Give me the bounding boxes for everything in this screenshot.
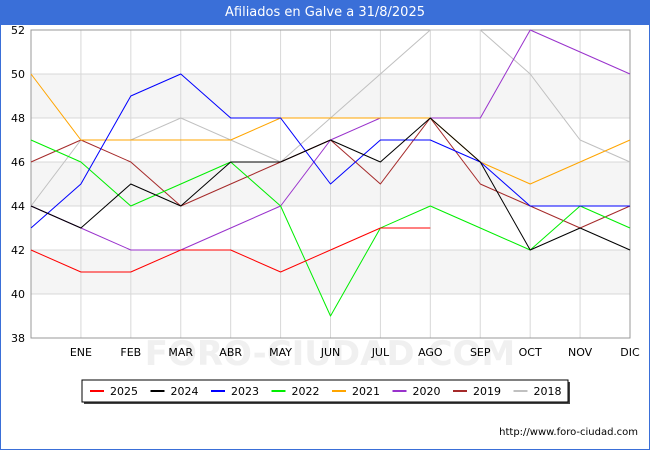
legend-label-2025: 2025	[110, 385, 138, 398]
legend-label-2019: 2019	[473, 385, 501, 398]
legend-label-2021: 2021	[352, 385, 380, 398]
y-tick-label: 40	[11, 288, 25, 301]
y-tick-label: 50	[11, 68, 25, 81]
x-tick-label: AGO	[418, 346, 443, 359]
plot-border	[30, 29, 631, 339]
series-line-2024	[30, 117, 631, 251]
x-tick-label: ABR	[219, 346, 242, 359]
y-tick-label: 52	[11, 24, 25, 37]
legend-label-2023: 2023	[231, 385, 259, 398]
x-tick-label: JUL	[371, 346, 390, 359]
series-line-2023	[30, 73, 630, 229]
legend-label-2024: 2024	[171, 385, 199, 398]
x-tick-label: NOV	[568, 346, 593, 359]
chart-title: Afiliados en Galve a 31/8/2025	[0, 0, 650, 25]
legend-box	[81, 379, 569, 403]
x-tick-label: DIC	[620, 346, 640, 359]
legend-label-2018: 2018	[534, 385, 562, 398]
x-tick-label: ENE	[70, 346, 92, 359]
y-tick-label: 38	[11, 332, 25, 345]
x-tick-label: MAR	[168, 346, 193, 359]
y-tick-label: 44	[11, 200, 25, 213]
x-tick-label: SEP	[470, 346, 491, 359]
series-line-2021	[30, 73, 631, 185]
watermark-text: FORO-CIUDAD.COM	[145, 334, 516, 374]
legend-label-2022: 2022	[292, 385, 320, 398]
y-tick-label: 46	[11, 156, 25, 169]
x-tick-label: MAY	[269, 346, 292, 359]
legend-label-2020: 2020	[413, 385, 441, 398]
footer-url: http://www.foro-ciudad.com	[499, 427, 638, 438]
x-tick-label: OCT	[519, 346, 542, 359]
y-tick-label: 48	[11, 112, 25, 125]
y-tick-label: 42	[11, 244, 25, 257]
x-tick-label: FEB	[120, 346, 141, 359]
series-line-2025	[30, 227, 431, 273]
x-tick-label: JUN	[320, 346, 341, 359]
